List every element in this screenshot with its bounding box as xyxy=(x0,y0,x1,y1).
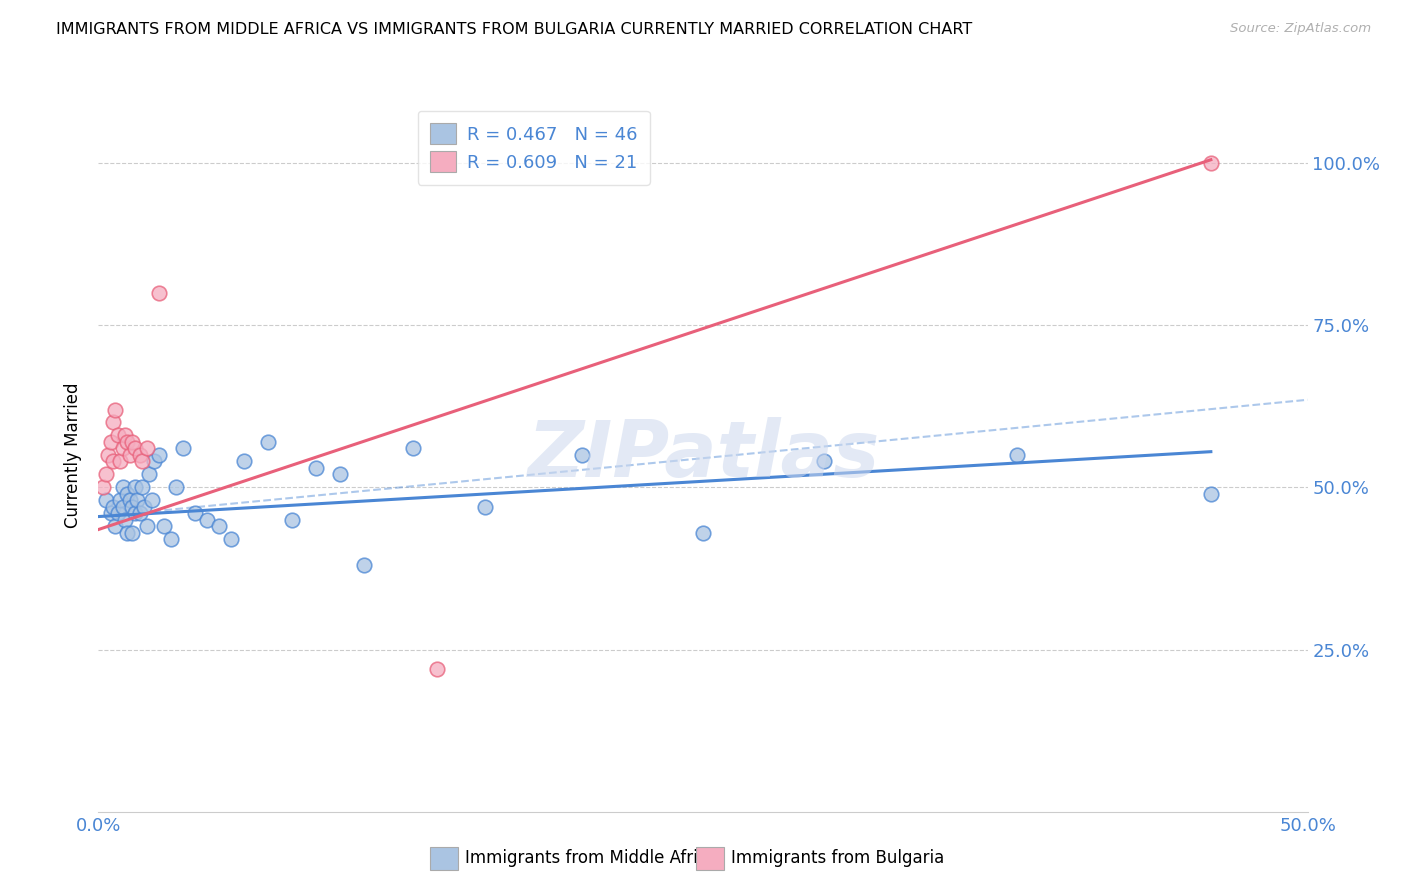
Point xyxy=(114,428,136,442)
Point xyxy=(104,402,127,417)
Point xyxy=(172,442,194,456)
Point xyxy=(91,480,114,494)
Point xyxy=(138,467,160,482)
Point xyxy=(148,448,170,462)
Point xyxy=(813,454,835,468)
Point xyxy=(94,493,117,508)
Point xyxy=(107,506,129,520)
Point xyxy=(94,467,117,482)
Point xyxy=(124,480,146,494)
Point xyxy=(160,533,183,547)
Text: IMMIGRANTS FROM MIDDLE AFRICA VS IMMIGRANTS FROM BULGARIA CURRENTLY MARRIED CORR: IMMIGRANTS FROM MIDDLE AFRICA VS IMMIGRA… xyxy=(56,22,973,37)
Point xyxy=(329,467,352,482)
Point xyxy=(1199,156,1222,170)
Point xyxy=(118,448,141,462)
Point xyxy=(97,448,120,462)
Point xyxy=(353,558,375,573)
Point xyxy=(1007,448,1029,462)
Point xyxy=(114,513,136,527)
Point xyxy=(165,480,187,494)
Point xyxy=(100,434,122,449)
Text: Immigrants from Bulgaria: Immigrants from Bulgaria xyxy=(731,849,945,867)
Point xyxy=(121,500,143,514)
Point xyxy=(111,500,134,514)
Point xyxy=(127,493,149,508)
Point xyxy=(121,434,143,449)
Point xyxy=(571,448,593,462)
Point xyxy=(117,525,139,540)
Point xyxy=(104,519,127,533)
Point xyxy=(128,506,150,520)
Y-axis label: Currently Married: Currently Married xyxy=(65,382,83,528)
Point xyxy=(124,506,146,520)
Point xyxy=(208,519,231,533)
Point xyxy=(141,493,163,508)
Point xyxy=(111,480,134,494)
Point xyxy=(108,454,131,468)
Point xyxy=(121,525,143,540)
Point xyxy=(101,454,124,468)
Point xyxy=(101,500,124,514)
Point xyxy=(152,519,174,533)
Point xyxy=(221,533,243,547)
Point xyxy=(184,506,207,520)
Legend: R = 0.467   N = 46, R = 0.609   N = 21: R = 0.467 N = 46, R = 0.609 N = 21 xyxy=(418,111,650,185)
Point xyxy=(134,500,156,514)
Point xyxy=(100,506,122,520)
Point xyxy=(131,454,153,468)
Point xyxy=(256,434,278,449)
Point xyxy=(101,416,124,430)
Point xyxy=(135,519,157,533)
Point xyxy=(305,461,328,475)
Text: ZIPatlas: ZIPatlas xyxy=(527,417,879,493)
Point xyxy=(117,487,139,501)
Point xyxy=(117,434,139,449)
Point xyxy=(108,493,131,508)
Point xyxy=(195,513,218,527)
Point xyxy=(148,285,170,300)
Point xyxy=(426,662,449,676)
Point xyxy=(474,500,496,514)
Point xyxy=(128,448,150,462)
Point xyxy=(281,513,304,527)
Point xyxy=(124,442,146,456)
Point xyxy=(131,480,153,494)
Point xyxy=(111,442,134,456)
Point xyxy=(232,454,254,468)
Point xyxy=(118,493,141,508)
Point xyxy=(135,442,157,456)
Point xyxy=(107,428,129,442)
Point xyxy=(402,442,425,456)
Point xyxy=(143,454,166,468)
Text: Source: ZipAtlas.com: Source: ZipAtlas.com xyxy=(1230,22,1371,36)
Text: Immigrants from Middle Africa: Immigrants from Middle Africa xyxy=(465,849,717,867)
Point xyxy=(1199,487,1222,501)
Point xyxy=(692,525,714,540)
